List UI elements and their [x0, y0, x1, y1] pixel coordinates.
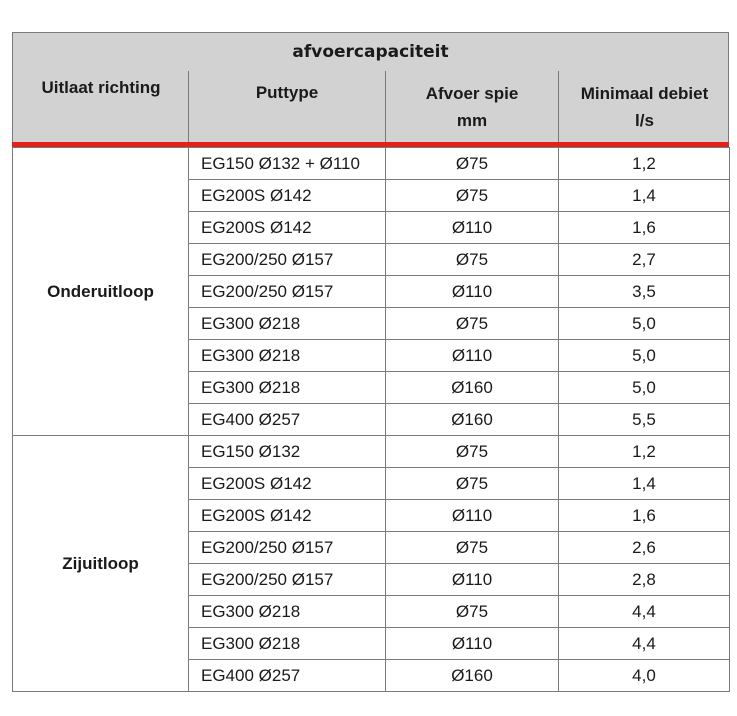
- debiet-cell: 1,4: [558, 179, 730, 212]
- table-row: EG200/250 Ø157 Ø75 2,7: [13, 243, 730, 276]
- capacity-table: afvoercapaciteit Uitlaat richting Puttyp…: [12, 32, 730, 692]
- table-row: EG200/250 Ø157 Ø110 3,5: [13, 275, 730, 308]
- header-puttype-label: Puttype: [255, 83, 319, 102]
- afvoer-spie-cell: Ø110: [385, 563, 559, 596]
- afvoer-spie-cell: Ø110: [385, 627, 559, 660]
- puttype-cell: EG200/250 Ø157: [188, 531, 386, 564]
- afvoer-spie-cell: Ø75: [385, 467, 559, 500]
- debiet-cell: 5,0: [558, 339, 730, 372]
- afvoer-spie-cell: Ø75: [385, 147, 559, 180]
- puttype-cell: EG300 Ø218: [188, 595, 386, 628]
- table-row: EG400 Ø257 Ø160 5,5: [13, 403, 730, 436]
- puttype-cell: EG400 Ø257: [188, 659, 386, 692]
- afvoer-spie-cell: Ø110: [385, 211, 559, 244]
- table-row: EG300 Ø218 Ø75 5,0: [13, 307, 730, 340]
- debiet-cell: 2,8: [558, 563, 730, 596]
- debiet-cell: 1,2: [558, 147, 730, 180]
- puttype-cell: EG150 Ø132 + Ø110: [188, 147, 386, 180]
- afvoer-spie-cell: Ø75: [385, 179, 559, 212]
- debiet-cell: 4,4: [558, 595, 730, 628]
- header-minimaal-debiet-label: Minimaal debiet: [580, 83, 709, 103]
- afvoer-spie-cell: Ø75: [385, 531, 559, 564]
- header-afvoer-spie: Afvoer spie mm: [386, 71, 558, 142]
- header-uitlaat-richting-label: Uitlaat richting: [41, 78, 161, 97]
- debiet-cell: 5,5: [558, 403, 730, 436]
- puttype-cell: EG400 Ø257: [188, 403, 386, 436]
- puttype-cell: EG200S Ø142: [188, 211, 386, 244]
- table-row: Zijuitloop EG150 Ø132 Ø75 1,2: [12, 435, 730, 692]
- table-row: EG300 Ø218 Ø160 5,0: [13, 371, 730, 404]
- debiet-cell: 2,6: [558, 531, 730, 564]
- table-title: afvoercapaciteit: [292, 42, 449, 62]
- table-row: EG200S Ø142 Ø75 1,4: [13, 179, 730, 212]
- table-row: EG200S Ø142 Ø110 1,6: [13, 211, 730, 244]
- header-uitlaat-richting: Uitlaat richting: [13, 33, 189, 142]
- puttype-cell: EG300 Ø218: [188, 307, 386, 340]
- puttype-cell: EG300 Ø218: [188, 339, 386, 372]
- group-label: Onderuitloop: [12, 147, 189, 436]
- puttype-cell: EG200/250 Ø157: [188, 243, 386, 276]
- puttype-cell: EG200/250 Ø157: [188, 275, 386, 308]
- afvoer-spie-cell: Ø75: [385, 307, 559, 340]
- afvoer-spie-cell: Ø110: [385, 499, 559, 532]
- debiet-cell: 3,5: [558, 275, 730, 308]
- debiet-cell: 2,7: [558, 243, 730, 276]
- header-accent-bar: [12, 142, 729, 147]
- afvoer-spie-cell: Ø110: [385, 339, 559, 372]
- table-row: EG300 Ø218 Ø75 4,4: [13, 595, 730, 628]
- afvoer-spie-cell: Ø160: [385, 371, 559, 404]
- table-row: EG400 Ø257 Ø160 4,0: [13, 659, 730, 692]
- header-afvoer-spie-label: Afvoer spie: [425, 83, 519, 103]
- afvoer-spie-cell: Ø75: [385, 243, 559, 276]
- afvoer-spie-cell: Ø110: [385, 275, 559, 308]
- puttype-cell: EG300 Ø218: [188, 627, 386, 660]
- puttype-cell: EG200S Ø142: [188, 467, 386, 500]
- puttype-cell: EG300 Ø218: [188, 371, 386, 404]
- puttype-cell: EG200/250 Ø157: [188, 563, 386, 596]
- table-row: EG200/250 Ø157 Ø110 2,8: [13, 563, 730, 596]
- table-body: Onderuitloop EG150 Ø132 + Ø110 Ø75 1,2 EG200…: [12, 147, 730, 692]
- debiet-cell: 5,0: [558, 371, 730, 404]
- header-divider: [188, 71, 189, 142]
- header-minimaal-debiet: Minimaal debiet l/s: [559, 71, 730, 142]
- debiet-cell: 1,6: [558, 499, 730, 532]
- afvoer-spie-cell: Ø160: [385, 403, 559, 436]
- header-divider: [385, 71, 386, 142]
- debiet-cell: 5,0: [558, 307, 730, 340]
- group-label: Zijuitloop: [12, 435, 189, 692]
- afvoer-spie-cell: Ø75: [385, 435, 559, 468]
- table-header: afvoercapaciteit Uitlaat richting Puttyp…: [12, 32, 729, 142]
- debiet-cell: 1,4: [558, 467, 730, 500]
- table-row: EG200/250 Ø157 Ø75 2,6: [13, 531, 730, 564]
- table-row: Onderuitloop EG150 Ø132 + Ø110 Ø75 1,2: [12, 147, 730, 436]
- header-minimaal-debiet-unit: l/s: [635, 110, 654, 130]
- header-afvoer-spie-unit: mm: [456, 110, 488, 130]
- debiet-cell: 4,4: [558, 627, 730, 660]
- debiet-cell: 4,0: [558, 659, 730, 692]
- afvoer-spie-cell: Ø160: [385, 659, 559, 692]
- header-divider: [558, 71, 559, 142]
- puttype-cell: EG200S Ø142: [188, 179, 386, 212]
- table-row: EG300 Ø218 Ø110 5,0: [13, 339, 730, 372]
- afvoer-spie-cell: Ø75: [385, 595, 559, 628]
- table-row: EG300 Ø218 Ø110 4,4: [13, 627, 730, 660]
- puttype-cell: EG150 Ø132: [188, 435, 386, 468]
- puttype-cell: EG200S Ø142: [188, 499, 386, 532]
- header-puttype: Puttype: [189, 71, 385, 142]
- debiet-cell: 1,2: [558, 435, 730, 468]
- debiet-cell: 1,6: [558, 211, 730, 244]
